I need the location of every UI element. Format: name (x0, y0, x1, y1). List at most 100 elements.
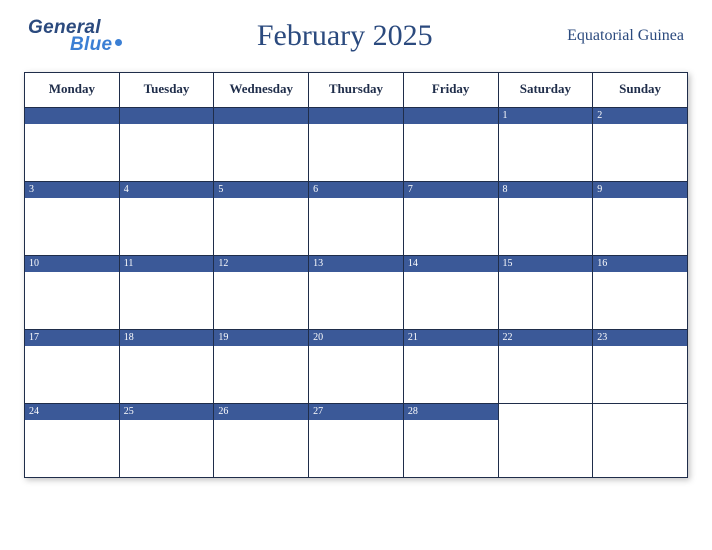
calendar-cell: 27 (309, 404, 404, 478)
day-body (25, 420, 119, 477)
date-bar: 26 (214, 404, 308, 420)
date-bar: 5 (214, 182, 308, 198)
calendar-cell: 13 (309, 256, 404, 330)
calendar-cell: 23 (593, 330, 688, 404)
calendar-cell: 5 (214, 182, 309, 256)
calendar-cell: 7 (403, 182, 498, 256)
day-body (404, 420, 498, 477)
day-header: Tuesday (119, 73, 214, 108)
day-body (499, 346, 593, 403)
day-header: Sunday (593, 73, 688, 108)
calendar-grid: Monday Tuesday Wednesday Thursday Friday… (24, 72, 688, 478)
date-bar: 22 (499, 330, 593, 346)
calendar-cell (403, 108, 498, 182)
day-body (120, 124, 214, 181)
day-body (404, 346, 498, 403)
date-bar: 8 (499, 182, 593, 198)
day-body (214, 346, 308, 403)
day-body (120, 420, 214, 477)
day-body (593, 198, 687, 255)
day-body (214, 198, 308, 255)
calendar-cell: 20 (309, 330, 404, 404)
date-bar: 4 (120, 182, 214, 198)
calendar-week-row: 10111213141516 (25, 256, 688, 330)
day-body (499, 420, 593, 477)
date-bar (404, 108, 498, 124)
date-bar: 2 (593, 108, 687, 124)
calendar-cell (25, 108, 120, 182)
date-bar (499, 404, 593, 420)
date-bar: 16 (593, 256, 687, 272)
date-bar: 17 (25, 330, 119, 346)
day-body (309, 124, 403, 181)
calendar-cell (214, 108, 309, 182)
day-body (499, 198, 593, 255)
brand-bottom: Blue (70, 35, 122, 54)
calendar-cell: 6 (309, 182, 404, 256)
date-bar: 9 (593, 182, 687, 198)
calendar-cell: 8 (498, 182, 593, 256)
calendar-cell: 18 (119, 330, 214, 404)
day-body (593, 346, 687, 403)
date-bar: 3 (25, 182, 119, 198)
day-body (309, 346, 403, 403)
calendar-week-row: 12 (25, 108, 688, 182)
calendar-cell: 15 (498, 256, 593, 330)
calendar-cell: 1 (498, 108, 593, 182)
calendar-cell: 26 (214, 404, 309, 478)
date-bar: 19 (214, 330, 308, 346)
day-body (214, 420, 308, 477)
date-bar (309, 108, 403, 124)
day-body (404, 198, 498, 255)
calendar-cell: 28 (403, 404, 498, 478)
day-header: Friday (403, 73, 498, 108)
date-bar: 15 (499, 256, 593, 272)
day-body (593, 124, 687, 181)
date-bar: 11 (120, 256, 214, 272)
day-header: Monday (25, 73, 120, 108)
calendar-cell: 4 (119, 182, 214, 256)
calendar-cell: 19 (214, 330, 309, 404)
calendar-cell: 9 (593, 182, 688, 256)
calendar-cell: 22 (498, 330, 593, 404)
day-body (499, 272, 593, 329)
date-bar: 13 (309, 256, 403, 272)
date-bar: 6 (309, 182, 403, 198)
calendar-week-row: 17181920212223 (25, 330, 688, 404)
date-bar: 12 (214, 256, 308, 272)
day-body (25, 272, 119, 329)
calendar-header: General Blue February 2025 Equatorial Gu… (24, 18, 688, 54)
date-bar: 21 (404, 330, 498, 346)
day-body (120, 272, 214, 329)
date-bar: 7 (404, 182, 498, 198)
day-header: Thursday (309, 73, 404, 108)
day-body (593, 272, 687, 329)
date-bar: 24 (25, 404, 119, 420)
calendar-cell: 25 (119, 404, 214, 478)
calendar-cell: 24 (25, 404, 120, 478)
date-bar: 27 (309, 404, 403, 420)
day-header: Saturday (498, 73, 593, 108)
date-bar: 28 (404, 404, 498, 420)
calendar-cell: 2 (593, 108, 688, 182)
day-body (404, 272, 498, 329)
calendar-title: February 2025 (257, 19, 433, 53)
calendar-cell (498, 404, 593, 478)
calendar-week-row: 3456789 (25, 182, 688, 256)
calendar-cell: 14 (403, 256, 498, 330)
day-body (25, 346, 119, 403)
date-bar: 20 (309, 330, 403, 346)
date-bar: 25 (120, 404, 214, 420)
date-bar (25, 108, 119, 124)
calendar-cell: 11 (119, 256, 214, 330)
day-body (593, 420, 687, 477)
date-bar: 23 (593, 330, 687, 346)
day-body (25, 198, 119, 255)
day-body (120, 346, 214, 403)
calendar-cell: 17 (25, 330, 120, 404)
calendar-cell: 3 (25, 182, 120, 256)
date-bar (120, 108, 214, 124)
date-bar (593, 404, 687, 420)
country-label: Equatorial Guinea (567, 27, 684, 45)
calendar-cell: 12 (214, 256, 309, 330)
